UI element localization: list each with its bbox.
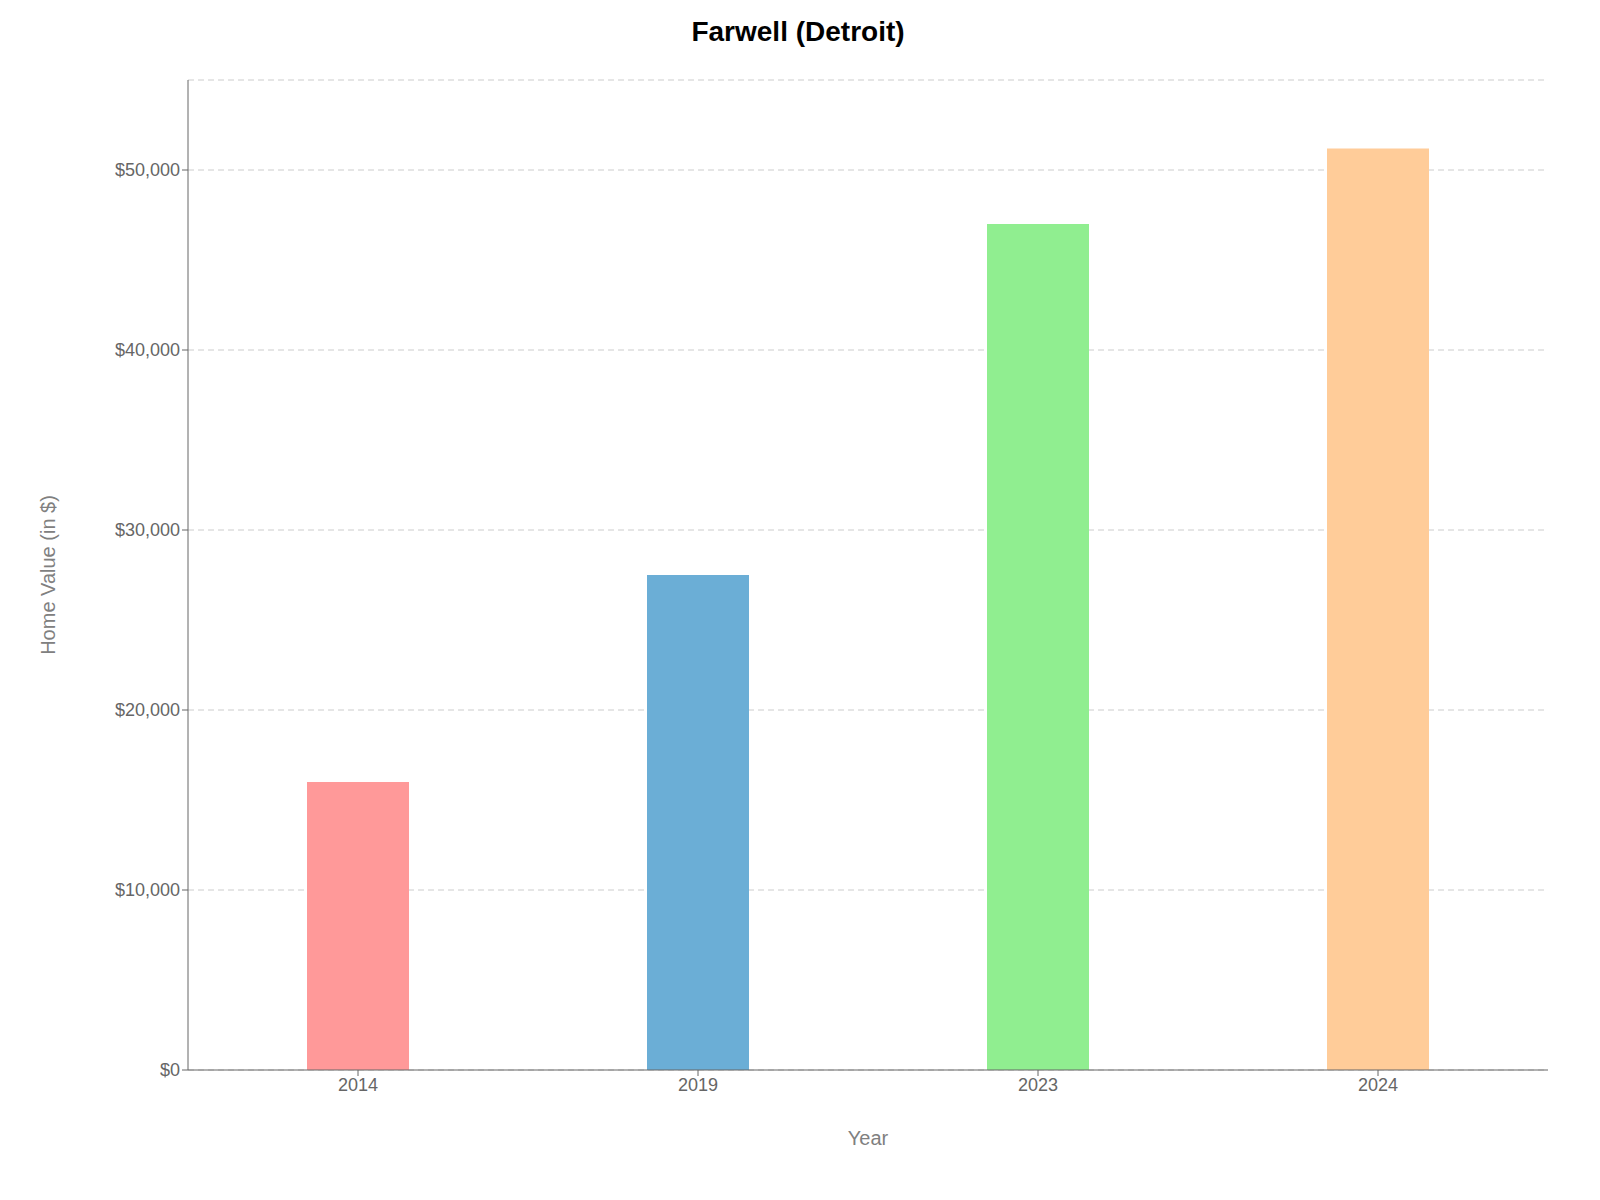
- svg-text:$50,000: $50,000: [115, 160, 180, 180]
- svg-text:2023: 2023: [1018, 1075, 1058, 1095]
- svg-text:$40,000: $40,000: [115, 340, 180, 360]
- svg-text:$0: $0: [160, 1060, 180, 1080]
- svg-text:$10,000: $10,000: [115, 880, 180, 900]
- svg-text:2024: 2024: [1358, 1075, 1398, 1095]
- svg-text:Home Value (in $): Home Value (in $): [37, 495, 59, 655]
- svg-text:2019: 2019: [678, 1075, 718, 1095]
- svg-text:$20,000: $20,000: [115, 700, 180, 720]
- svg-text:2014: 2014: [338, 1075, 378, 1095]
- html-text:Farwell (Detroit): Farwell (Detroit): [691, 16, 905, 47]
- svg-text:Year: Year: [848, 1127, 889, 1149]
- svg-text:$30,000: $30,000: [115, 520, 180, 540]
